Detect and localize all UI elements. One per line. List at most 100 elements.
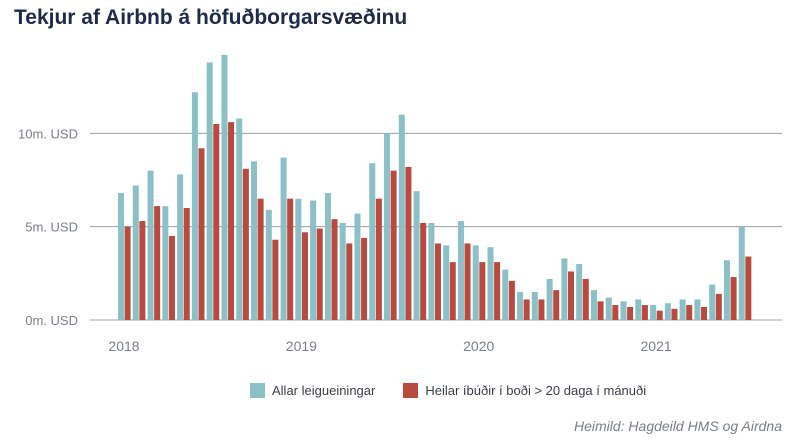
bar-all-units-2019-11 [443,245,450,320]
bar-whole-apartments-2021-03 [686,305,693,320]
bar-whole-apartments-2019-12 [464,243,471,320]
bar-all-units-2020-10 [605,297,612,320]
bar-whole-apartments-2018-09 [242,168,249,320]
bar-whole-apartments-2019-01 [301,232,308,320]
bar-whole-apartments-2020-09 [597,301,604,320]
bar-whole-apartments-2021-04 [701,306,708,320]
bar-whole-apartments-2021-06 [730,277,737,320]
legend: Allar leigueiningar Heilar íbúðir í boði… [250,383,674,398]
bar-whole-apartments-2020-02 [494,262,501,320]
bar-whole-apartments-2018-06 [198,148,205,320]
bar-whole-apartments-2018-01 [124,226,131,320]
bar-all-units-2020-12 [635,299,642,320]
bar-all-units-2020-06 [546,278,553,320]
bar-whole-apartments-2018-02 [139,221,146,320]
bar-all-units-2021-05 [709,284,716,320]
bar-whole-apartments-2018-07 [213,124,220,320]
bar-whole-apartments-2021-05 [715,293,722,320]
bar-all-units-2019-09 [413,191,420,320]
bar-all-units-2018-06 [191,92,198,321]
bar-all-units-2020-09 [590,290,597,320]
bar-all-units-2019-04 [339,222,346,320]
bar-whole-apartments-2020-01 [479,262,486,320]
bar-all-units-2019-12 [457,221,464,320]
bar-whole-apartments-2019-06 [375,198,382,320]
bar-all-units-2018-12 [280,157,287,320]
bar-whole-apartments-2020-04 [523,299,530,320]
bar-all-units-2018-11 [265,209,272,320]
bar-whole-apartments-2021-02 [671,308,678,320]
bar-all-units-2018-05 [177,174,184,320]
bar-whole-apartments-2020-03 [508,280,515,320]
bar-whole-apartments-2020-07 [568,271,574,320]
bar-whole-apartments-2018-03 [154,206,161,320]
bar-all-units-2021-07 [738,226,745,320]
bar-all-units-2020-03 [502,269,509,320]
chart-title: Tekjur af Airbnb á höfuðborgarsvæðinu [14,6,408,29]
legend-swatch-all-units [250,383,265,398]
bar-all-units-2020-05 [531,292,538,320]
bar-whole-apartments-2019-03 [331,219,338,320]
bar-all-units-2020-11 [620,301,627,320]
bar-all-units-2019-03 [324,193,331,320]
bar-all-units-2019-01 [295,198,302,320]
bar-all-units-2019-05 [354,213,361,320]
bar-whole-apartments-2019-02 [316,228,323,320]
bar-all-units-2021-04 [694,299,701,320]
x-tick-label-2020: 2020 [463,338,494,354]
source-note: Heimild: Hagdeild HMS og Airdna [573,418,782,434]
bar-all-units-2020-04 [517,292,524,320]
bar-whole-apartments-2019-10 [434,243,441,320]
bar-whole-apartments-2021-01 [656,310,663,320]
legend-item-whole-apartments: Heilar íbúðir í boði > 20 daga í mánuði [403,383,646,398]
bar-whole-apartments-2019-07 [390,170,397,320]
x-tick-label-2019: 2019 [286,338,317,354]
bar-whole-apartments-2018-05 [183,208,190,320]
legend-item-all-units: Allar leigueiningar [250,383,375,398]
bar-all-units-2018-09 [236,118,243,321]
bar-whole-apartments-2018-12 [287,198,294,320]
legend-label-whole-apartments: Heilar íbúðir í boði > 20 daga í mánuði [425,383,647,398]
bar-all-units-2020-02 [487,247,494,320]
bar-all-units-2021-06 [723,260,730,320]
x-tick-label-2021: 2021 [641,338,672,354]
bar-whole-apartments-2019-08 [405,166,412,320]
x-tick-label-2018: 2018 [108,338,139,354]
bar-all-units-2020-08 [576,264,583,320]
bar-whole-apartments-2018-10 [257,198,264,320]
bar-whole-apartments-2021-07 [745,256,752,320]
bar-all-units-2021-02 [664,303,671,320]
bar-all-units-2019-06 [369,163,376,320]
bar-whole-apartments-2020-10 [612,305,619,320]
bar-whole-apartments-2020-08 [582,278,589,320]
y-tick-label-1: 5m. USD [25,220,78,235]
bar-all-units-2018-03 [147,170,154,320]
bar-all-units-2020-01 [472,245,479,320]
bar-all-units-2018-04 [162,206,169,320]
bar-whole-apartments-2019-04 [346,243,353,320]
bar-whole-apartments-2020-11 [627,306,634,320]
legend-swatch-whole-apartments [403,383,419,398]
bar-all-units-2021-03 [679,299,686,320]
bar-whole-apartments-2019-11 [449,262,456,320]
bar-whole-apartments-2018-04 [168,236,175,320]
y-tick-label-2: 10m. USD [18,126,78,141]
bar-all-units-2020-07 [561,258,568,320]
bar-all-units-2018-01 [118,193,124,320]
bar-all-units-2018-02 [132,185,139,320]
bar-all-units-2019-02 [310,200,317,320]
bar-whole-apartments-2020-05 [538,299,545,320]
bar-all-units-2021-01 [650,305,657,320]
bar-whole-apartments-2020-12 [641,305,648,320]
y-tick-label-0: 0m. USD [25,313,78,328]
bar-whole-apartments-2020-06 [553,290,560,320]
bar-whole-apartments-2018-11 [272,239,279,320]
bar-all-units-2019-07 [384,133,391,320]
bar-all-units-2018-10 [251,161,258,320]
legend-label-all-units: Allar leigueiningar [272,383,376,398]
bar-all-units-2018-07 [206,62,213,321]
bar-all-units-2018-08 [221,54,228,320]
bar-all-units-2019-08 [398,114,405,321]
